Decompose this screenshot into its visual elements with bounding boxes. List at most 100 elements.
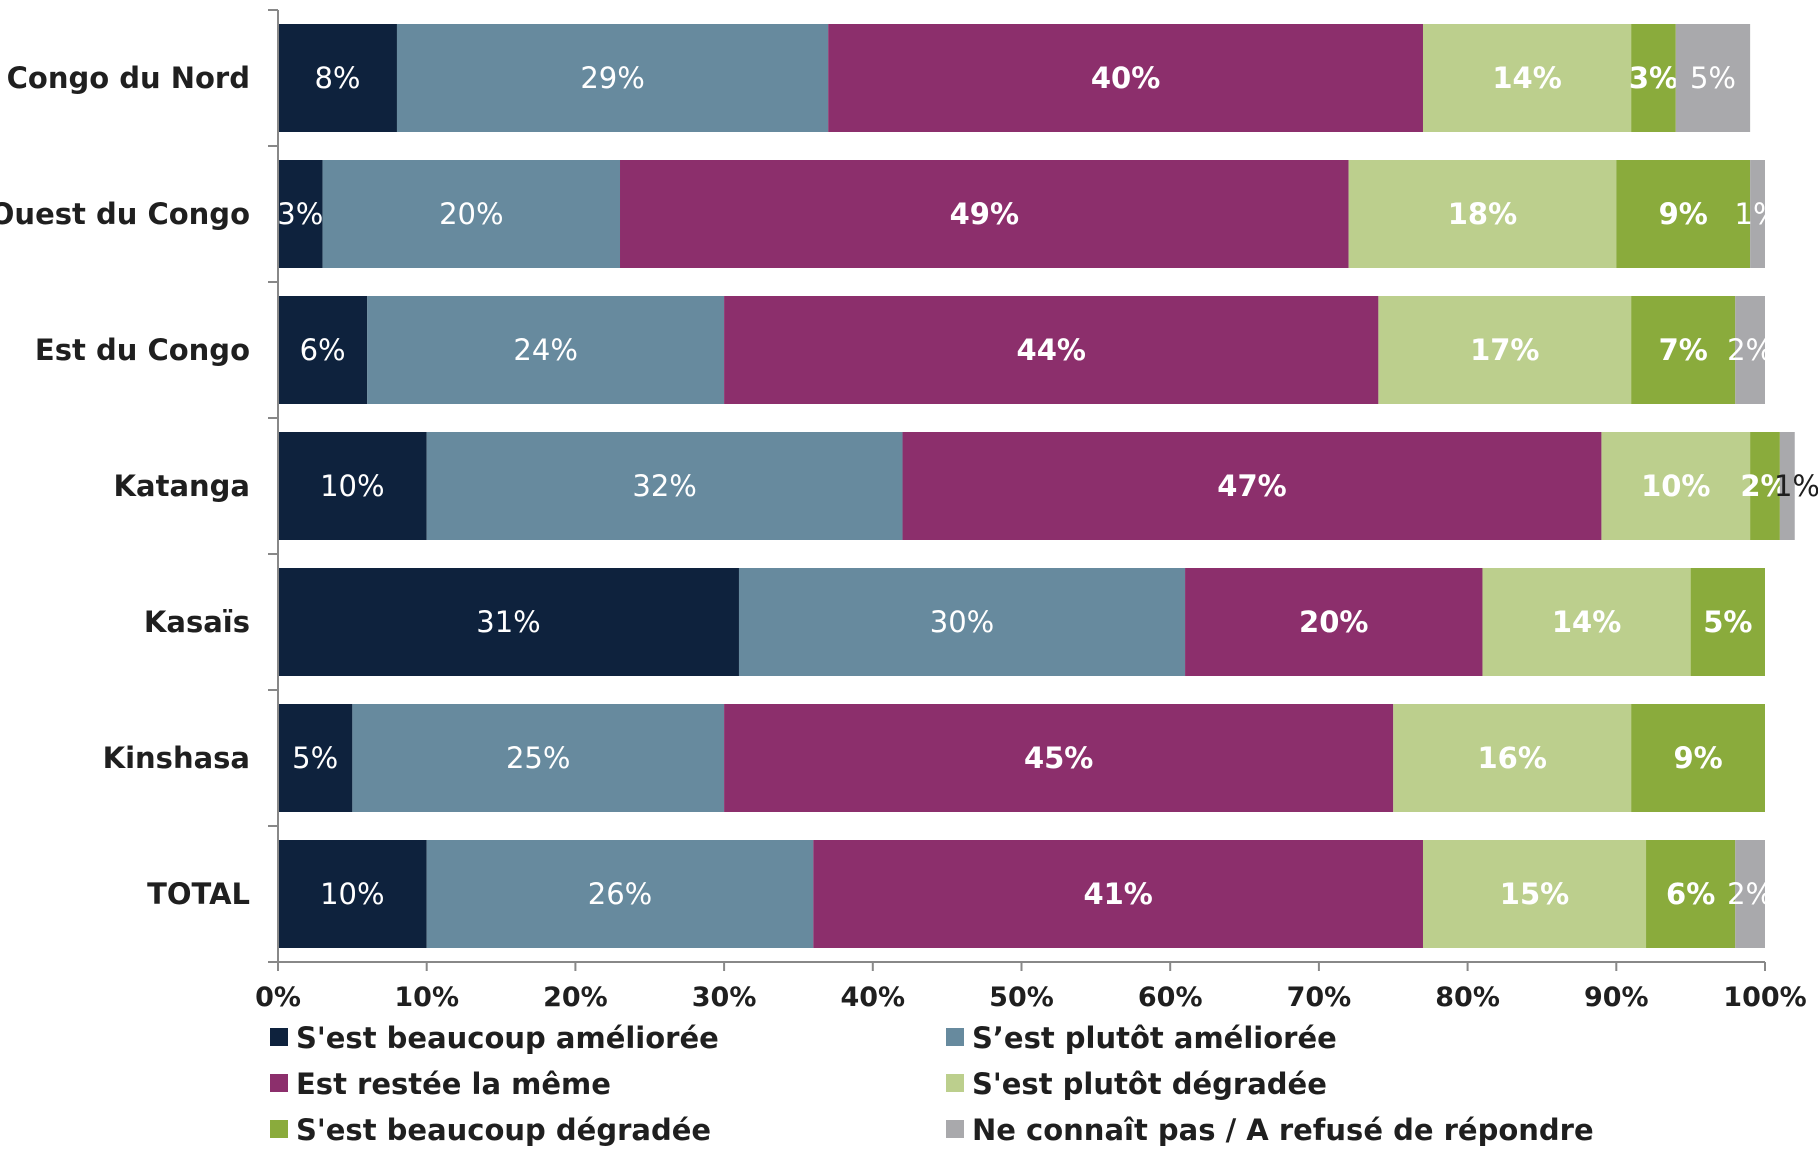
axes-layer: Congo du Nord Ouest du Congo Est du Congo K… xyxy=(0,9,1807,1013)
data-label-congo-du-nord-s-est-plutot-amelioree: 29% xyxy=(580,61,644,95)
data-label-kinshasa-s-est-plutot-degradee: 16% xyxy=(1477,741,1546,775)
data-label-katanga-est-restee-la-meme: 47% xyxy=(1217,469,1286,503)
data-label-ouest-du-congo-est-restee-la-meme: 49% xyxy=(950,197,1019,231)
data-label-ouest-du-congo-ne-connait-pas-a-refuse-de-repondre: 1% xyxy=(1735,197,1781,231)
x-tick-label: 20% xyxy=(543,982,608,1013)
data-label-katanga-s-est-plutot-degradee: 10% xyxy=(1641,469,1710,503)
bar-segment-kinshasa-s-est-beaucoup-degradee xyxy=(1631,704,1765,812)
bar-segment-total-s-est-beaucoup-amelioree xyxy=(278,840,427,948)
x-tick-label: 10% xyxy=(394,982,459,1013)
x-tick-label: 100% xyxy=(1723,982,1806,1013)
bar-segment-kasais-s-est-beaucoup-amelioree xyxy=(278,568,739,676)
data-label-total-s-est-beaucoup-amelioree: 10% xyxy=(320,877,384,911)
bar-segment-est-du-congo-s-est-beaucoup-degradee xyxy=(1631,296,1736,404)
legend-label-s-est-beaucoup-degradee: S'est beaucoup dégradée xyxy=(296,1113,711,1147)
data-label-est-du-congo-s-est-beaucoup-degradee: 7% xyxy=(1659,333,1708,367)
bar-segment-total-s-est-plutot-degradee xyxy=(1422,840,1647,948)
bar-segment-total-s-est-plutot-amelioree xyxy=(426,840,814,948)
x-tick-label: 70% xyxy=(1287,982,1352,1013)
bar-segment-ouest-du-congo-ne-connait-pas-a-refuse-de-repondre xyxy=(1750,160,1765,268)
bar-segment-congo-du-nord-est-restee-la-meme xyxy=(828,24,1423,132)
data-label-total-s-est-plutot-degradee: 15% xyxy=(1500,877,1569,911)
data-label-congo-du-nord-ne-connait-pas-a-refuse-de-repondre: 5% xyxy=(1690,61,1736,95)
data-label-kasais-s-est-plutot-amelioree: 30% xyxy=(930,605,994,639)
bar-segment-kasais-s-est-plutot-amelioree xyxy=(738,568,1186,676)
data-label-kinshasa-s-est-plutot-amelioree: 25% xyxy=(506,741,570,775)
legend-swatch-s-est-plutot-degradee xyxy=(946,1074,964,1092)
bar-segment-kasais-s-est-plutot-degradee xyxy=(1482,568,1691,676)
data-label-congo-du-nord-s-est-beaucoup-degradee: 3% xyxy=(1629,61,1678,95)
bars-layer: 8% 29% 40% 14% 3% 5% 3% 20% 49% 18% 9% 1% 6% 24% 44% 17… xyxy=(277,24,1818,948)
legend-label-ne-connait-pas-a-refuse-de-repondre: Ne connaît pas / A refusé de répondre xyxy=(972,1113,1594,1147)
bar-segment-ouest-du-congo-s-est-beaucoup-amelioree xyxy=(278,160,323,268)
data-label-est-du-congo-s-est-beaucoup-amelioree: 6% xyxy=(300,333,346,367)
data-label-kasais-est-restee-la-meme: 20% xyxy=(1299,605,1368,639)
data-label-kinshasa-s-est-beaucoup-amelioree: 5% xyxy=(292,741,338,775)
bar-segment-katanga-s-est-plutot-degradee xyxy=(1601,432,1751,540)
bar-segment-total-s-est-beaucoup-degradee xyxy=(1646,840,1736,948)
data-label-ouest-du-congo-s-est-plutot-amelioree: 20% xyxy=(439,197,503,231)
data-label-est-du-congo-ne-connait-pas-a-refuse-de-repondre: 2% xyxy=(1727,333,1773,367)
legend-swatch-ne-connait-pas-a-refuse-de-repondre xyxy=(946,1120,964,1138)
legend-swatch-s-est-beaucoup-degradee xyxy=(270,1120,288,1138)
data-label-total-ne-connait-pas-a-refuse-de-repondre: 2% xyxy=(1727,877,1773,911)
data-label-est-du-congo-s-est-plutot-amelioree: 24% xyxy=(513,333,577,367)
legend-label-s-est-plutot-amelioree: S’est plutôt améliorée xyxy=(972,1021,1337,1055)
legend-label-est-restee-la-meme: Est restée la même xyxy=(296,1067,611,1101)
legend: S'est beaucoup améliorée S’est plutôt amé… xyxy=(270,1021,1594,1147)
x-tick-label: 60% xyxy=(1138,982,1203,1013)
data-label-katanga-ne-connait-pas-a-refuse-de-repondre: 1% xyxy=(1774,469,1818,503)
bar-segment-katanga-s-est-plutot-amelioree xyxy=(426,432,903,540)
bar-segment-ouest-du-congo-s-est-beaucoup-degradee xyxy=(1616,160,1751,268)
data-label-kasais-s-est-beaucoup-degradee: 5% xyxy=(1703,605,1752,639)
bar-segment-kinshasa-est-restee-la-meme xyxy=(724,704,1394,812)
bar-segment-est-du-congo-ne-connait-pas-a-refuse-de-repondre xyxy=(1735,296,1765,404)
bar-segment-congo-du-nord-s-est-beaucoup-amelioree xyxy=(278,24,397,132)
x-tick-label: 40% xyxy=(840,982,905,1013)
data-label-kinshasa-est-restee-la-meme: 45% xyxy=(1024,741,1093,775)
bar-segment-congo-du-nord-s-est-beaucoup-degradee xyxy=(1631,24,1676,132)
bar-segment-katanga-s-est-beaucoup-degradee xyxy=(1750,432,1780,540)
bar-segment-kasais-s-est-beaucoup-degradee xyxy=(1690,568,1765,676)
bar-segment-total-ne-connait-pas-a-refuse-de-repondre xyxy=(1735,840,1765,948)
bar-segment-est-du-congo-s-est-plutot-degradee xyxy=(1378,296,1632,404)
data-label-est-du-congo-est-restee-la-meme: 44% xyxy=(1017,333,1086,367)
data-label-ouest-du-congo-s-est-beaucoup-degradee: 9% xyxy=(1659,197,1708,231)
bar-segment-est-du-congo-s-est-plutot-amelioree xyxy=(367,296,725,404)
data-label-ouest-du-congo-s-est-beaucoup-amelioree: 3% xyxy=(277,197,323,231)
bar-segment-congo-du-nord-s-est-plutot-amelioree xyxy=(396,24,829,132)
data-label-congo-du-nord-s-est-plutot-degradee: 14% xyxy=(1492,61,1561,95)
category-label-congo-du-nord: Congo du Nord xyxy=(7,61,250,95)
x-tick-label: 50% xyxy=(989,982,1054,1013)
x-tick-label: 90% xyxy=(1584,982,1649,1013)
bar-segment-est-du-congo-est-restee-la-meme xyxy=(724,296,1379,404)
bar-segment-kinshasa-s-est-beaucoup-amelioree xyxy=(278,704,353,812)
data-label-kinshasa-s-est-beaucoup-degradee: 9% xyxy=(1673,741,1722,775)
category-label-ouest-du-congo: Ouest du Congo xyxy=(0,197,250,231)
category-label-kasais: Kasaïs xyxy=(144,605,250,639)
bar-segment-kasais-est-restee-la-meme xyxy=(1185,568,1483,676)
bar-segment-katanga-est-restee-la-meme xyxy=(902,432,1602,540)
legend-label-s-est-beaucoup-amelioree: S'est beaucoup améliorée xyxy=(296,1021,719,1055)
data-label-kasais-s-est-plutot-degradee: 14% xyxy=(1552,605,1621,639)
legend-swatch-s-est-plutot-amelioree xyxy=(946,1028,964,1046)
data-label-total-est-restee-la-meme: 41% xyxy=(1083,877,1152,911)
category-label-katanga: Katanga xyxy=(114,469,250,503)
legend-label-s-est-plutot-degradee: S'est plutôt dégradée xyxy=(972,1067,1327,1101)
data-label-congo-du-nord-s-est-beaucoup-amelioree: 8% xyxy=(314,61,360,95)
data-label-est-du-congo-s-est-plutot-degradee: 17% xyxy=(1470,333,1539,367)
bar-segment-est-du-congo-s-est-beaucoup-amelioree xyxy=(278,296,368,404)
category-label-est-du-congo: Est du Congo xyxy=(35,333,250,367)
bar-segment-ouest-du-congo-s-est-plutot-amelioree xyxy=(322,160,621,268)
bar-segment-katanga-ne-connait-pas-a-refuse-de-repondre xyxy=(1779,432,1795,540)
x-tick-label: 30% xyxy=(692,982,757,1013)
bar-segment-ouest-du-congo-est-restee-la-meme xyxy=(620,160,1349,268)
legend-swatch-s-est-beaucoup-amelioree xyxy=(270,1028,288,1046)
data-label-kasais-s-est-beaucoup-amelioree: 31% xyxy=(476,605,540,639)
bar-segment-total-est-restee-la-meme xyxy=(813,840,1423,948)
bar-segment-katanga-s-est-beaucoup-amelioree xyxy=(278,432,427,540)
legend-swatch-est-restee-la-meme xyxy=(270,1074,288,1092)
bar-segment-ouest-du-congo-s-est-plutot-degradee xyxy=(1348,160,1617,268)
data-label-katanga-s-est-beaucoup-amelioree: 10% xyxy=(320,469,384,503)
